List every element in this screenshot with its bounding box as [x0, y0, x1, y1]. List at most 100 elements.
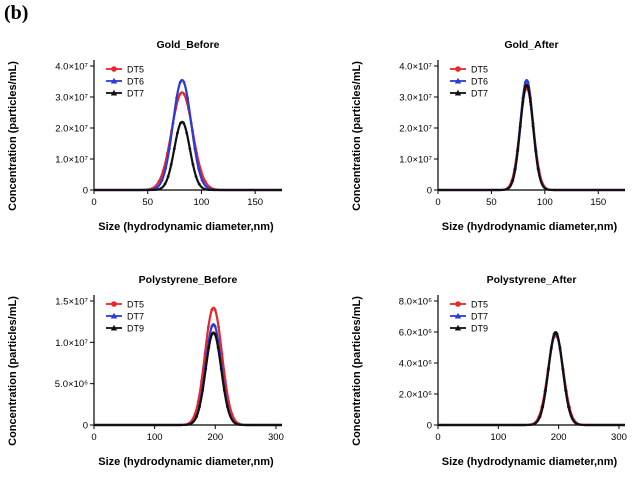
x-tick-label: 200	[551, 432, 567, 443]
series-line-dt7	[93, 323, 283, 427]
data-point	[555, 332, 559, 336]
data-point	[176, 131, 179, 135]
data-point	[210, 332, 214, 336]
data-point	[197, 182, 201, 186]
y-tick-label: 1.0×10⁷	[55, 155, 88, 166]
legend-marker	[454, 324, 462, 331]
series-line-dt6	[437, 78, 626, 192]
x-tick-label: 300	[611, 432, 627, 443]
legend-label-dt7: DT7	[471, 88, 488, 98]
y-axis-label: Concentration (particles/mL)	[351, 296, 363, 446]
legend-marker	[454, 89, 462, 96]
data-point	[207, 346, 211, 350]
x-tick-label: 50	[486, 197, 497, 208]
chart-title: Gold_Before	[156, 39, 219, 51]
y-tick-label: 8.0×10⁶	[399, 297, 432, 308]
x-tick-label: 100	[147, 432, 163, 443]
data-point	[220, 352, 224, 356]
y-tick-label: 1.0×10⁷	[399, 155, 432, 166]
data-point	[198, 405, 201, 409]
data-point	[197, 166, 200, 170]
data-point	[223, 379, 227, 383]
data-point	[201, 388, 205, 392]
data-point	[189, 121, 193, 125]
series-line-dt7	[437, 83, 626, 192]
x-tick-label: 100	[490, 432, 506, 443]
legend-marker	[454, 312, 462, 319]
data-point	[171, 121, 175, 125]
legend-label-dt7: DT7	[127, 88, 144, 98]
y-tick-label: 0	[83, 186, 88, 197]
data-point	[526, 80, 530, 84]
data-point	[166, 175, 170, 178]
legend-label-dt5: DT5	[471, 64, 488, 74]
y-axis-label: Concentration (particles/mL)	[7, 61, 19, 211]
data-point	[163, 182, 167, 186]
legend-label-dt9: DT9	[127, 323, 144, 333]
data-point	[210, 308, 214, 312]
data-point	[191, 163, 195, 166]
data-point	[213, 324, 217, 328]
x-axis-label: Size (hydrodynamic diameter,nm)	[98, 221, 274, 233]
y-tick-label: 3.0×10⁷	[55, 93, 88, 104]
data-point	[167, 147, 171, 151]
data-point	[547, 367, 550, 370]
x-tick-label: 100	[537, 197, 553, 208]
legend-marker	[110, 89, 118, 96]
data-point	[169, 163, 173, 166]
y-tick-label: 3.0×10⁷	[399, 93, 432, 104]
data-point	[178, 92, 182, 96]
data-point	[521, 100, 525, 104]
data-point	[518, 124, 522, 128]
x-tick-label: 200	[207, 432, 223, 443]
series-line-dt7	[437, 332, 626, 427]
data-point	[193, 147, 197, 151]
legend-label-dt5: DT5	[471, 299, 488, 309]
y-tick-label: 6.0×10⁶	[399, 328, 432, 339]
y-tick-label: 4.0×10⁷	[399, 62, 432, 73]
legend-label-dt7: DT7	[127, 311, 144, 321]
data-point	[213, 308, 217, 312]
data-point	[194, 175, 198, 178]
legend-label-dt6: DT6	[127, 76, 144, 86]
x-tick-label: 0	[435, 197, 440, 208]
y-axis-label: Concentration (particles/mL)	[351, 61, 363, 211]
data-point	[217, 325, 220, 329]
data-point	[516, 149, 520, 152]
data-point	[204, 367, 208, 371]
data-point	[222, 388, 226, 392]
chart-title: Polystyrene_After	[487, 274, 577, 286]
series-line-dt5	[437, 334, 626, 427]
legend-label-dt9: DT9	[471, 323, 488, 333]
data-point	[524, 85, 527, 89]
y-tick-label: 1.0×10⁷	[55, 338, 88, 349]
x-tick-label: 0	[91, 197, 96, 208]
data-point	[182, 121, 186, 125]
panel-label: (b)	[4, 2, 29, 24]
data-point	[216, 346, 220, 350]
data-point	[160, 178, 164, 182]
series-line-dt7	[93, 120, 283, 192]
legend-marker	[110, 312, 118, 319]
data-point	[186, 96, 189, 100]
data-point	[178, 80, 182, 84]
x-tick-label: 50	[142, 197, 153, 208]
data-point	[157, 179, 161, 183]
data-point	[227, 400, 231, 404]
data-point	[200, 379, 203, 383]
data-point	[175, 96, 179, 100]
data-point	[536, 167, 540, 171]
data-point	[529, 100, 532, 104]
x-tick-label: 300	[268, 432, 284, 443]
data-point	[558, 345, 562, 349]
y-tick-label: 2.0×10⁷	[399, 124, 432, 135]
y-tick-label: 0	[427, 186, 432, 197]
data-point	[172, 147, 176, 151]
chart-title: Polystyrene_Before	[139, 274, 238, 286]
data-point	[544, 388, 547, 392]
data-point	[195, 415, 198, 419]
data-point	[549, 345, 553, 349]
data-point	[538, 415, 542, 419]
